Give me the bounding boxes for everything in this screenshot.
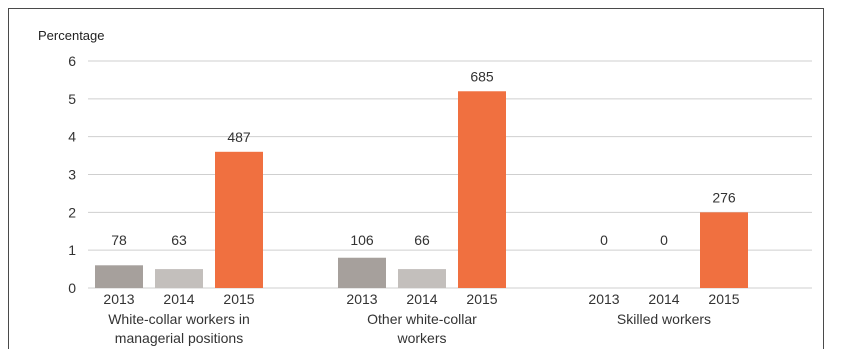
data-label: 685 xyxy=(470,68,494,84)
category-label: workers xyxy=(396,330,446,346)
data-label: 63 xyxy=(171,232,187,248)
x-axis-labels: 2013 2014 2015 White-collar workers in manag… xyxy=(103,291,739,346)
data-label: 66 xyxy=(414,232,430,248)
category-label: managerial positions xyxy=(115,330,243,346)
bar xyxy=(398,269,446,288)
data-label: 276 xyxy=(712,189,736,205)
data-label: 487 xyxy=(227,129,251,145)
category-label: Other white-collar xyxy=(367,311,477,327)
bar xyxy=(95,265,143,288)
data-label: 78 xyxy=(111,232,127,248)
y-tick-label: 1 xyxy=(68,242,76,258)
grid-lines xyxy=(88,60,812,289)
y-tick-label: 5 xyxy=(68,91,76,107)
category-label: Skilled workers xyxy=(617,311,711,327)
x-tick-label: 2013 xyxy=(346,291,377,307)
data-label: 106 xyxy=(350,232,374,248)
bar xyxy=(155,269,203,288)
data-label: 0 xyxy=(600,232,608,248)
chart-frame xyxy=(8,8,824,349)
y-tick-label: 2 xyxy=(68,204,76,220)
x-tick-label: 2014 xyxy=(648,291,679,307)
bar xyxy=(700,212,748,288)
x-tick-label: 2013 xyxy=(588,291,619,307)
bar xyxy=(338,257,386,288)
bar xyxy=(458,91,506,289)
x-tick-label: 2015 xyxy=(223,291,254,307)
x-tick-label: 2014 xyxy=(163,291,194,307)
data-label: 0 xyxy=(660,232,668,248)
x-tick-label: 2015 xyxy=(708,291,739,307)
y-tick-label: 4 xyxy=(68,129,76,145)
x-tick-label: 2013 xyxy=(103,291,134,307)
bar xyxy=(215,151,263,288)
y-tick-label: 6 xyxy=(68,53,76,69)
category-label: White-collar workers in xyxy=(108,311,250,327)
y-tick-label: 0 xyxy=(68,280,76,296)
y-tick-label: 3 xyxy=(68,167,76,183)
bars: 78 63 487 106 66 685 0 0 276 xyxy=(95,68,748,289)
x-tick-label: 2015 xyxy=(466,291,497,307)
y-axis-ticks: 0 1 2 3 4 5 6 xyxy=(68,53,76,296)
y-axis-label: Percentage xyxy=(38,28,105,43)
x-tick-label: 2014 xyxy=(406,291,437,307)
